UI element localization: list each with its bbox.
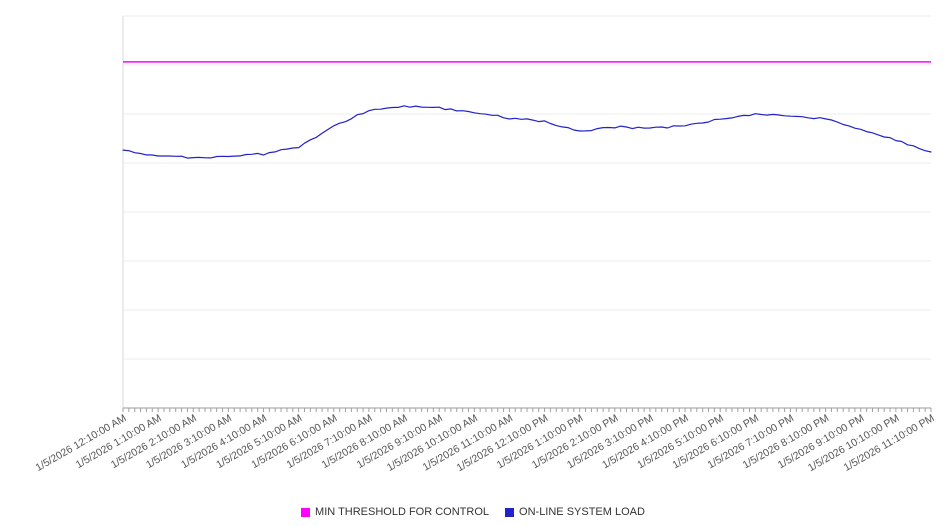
chart-legend: MIN THRESHOLD FOR CONTROL ON-LINE SYSTEM… (0, 506, 946, 518)
system-load-legend-swatch (505, 507, 515, 517)
threshold-legend-swatch (301, 507, 311, 517)
legend-item-system-load: ON-LINE SYSTEM LOAD (505, 506, 645, 518)
system-load-legend-label: ON-LINE SYSTEM LOAD (519, 506, 645, 518)
chart-plot-area: 1/5/2026 12:10:00 AM1/5/2026 1:10:00 AM1… (34, 15, 937, 474)
threshold-legend-label: MIN THRESHOLD FOR CONTROL (315, 506, 490, 518)
online-system-load-line (122, 105, 932, 159)
legend-item-min-threshold: MIN THRESHOLD FOR CONTROL (301, 506, 489, 518)
